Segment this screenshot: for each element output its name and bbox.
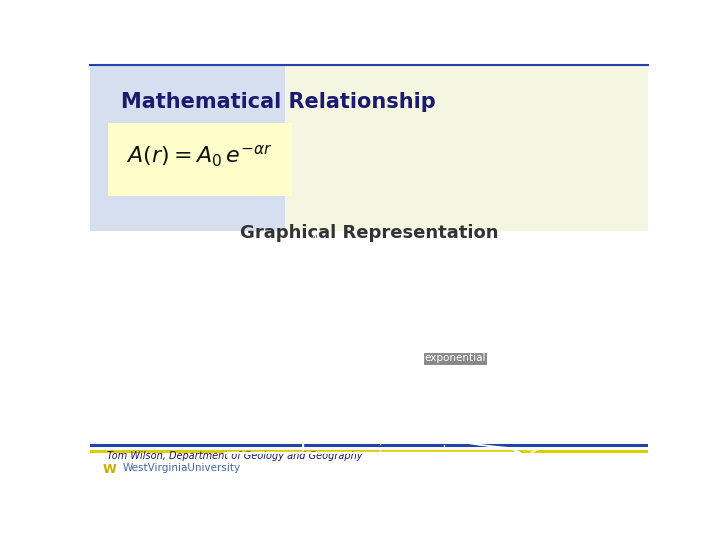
Text: r: r [529, 448, 535, 462]
Text: amplitude: amplitude [178, 313, 215, 363]
Text: $A_0$: $A_0$ [265, 277, 281, 292]
Text: W: W [102, 463, 116, 476]
Text: A: A [309, 234, 319, 248]
Text: distance: distance [444, 468, 488, 478]
Text: $A(r) = A_0\,e^{-\alpha r}$: $A(r) = A_0\,e^{-\alpha r}$ [126, 143, 273, 169]
Text: Graphical Representation: Graphical Representation [240, 224, 498, 242]
Text: $A_{r_1}$: $A_{r_1}$ [386, 402, 402, 417]
Text: $A_{r_1}$: $A_{r_1}$ [255, 334, 271, 349]
Text: $A_{r_1}$: $A_{r_1}$ [346, 256, 361, 272]
Text: Tom Wilson, Department of Geology and Geography: Tom Wilson, Department of Geology and Ge… [107, 451, 362, 461]
Text: traveled: traveled [449, 485, 491, 496]
Text: $e^{-\alpha r}$: $e^{-\alpha r}$ [396, 307, 423, 321]
Text: $r_2$: $r_2$ [438, 462, 449, 475]
Text: WestVirginiaUniversity: WestVirginiaUniversity [122, 463, 240, 474]
FancyBboxPatch shape [108, 123, 292, 196]
Text: Wave: Wave [182, 299, 206, 328]
Polygon shape [285, 65, 648, 231]
Text: $A_{r_2}$: $A_{r_2}$ [255, 387, 271, 402]
Text: $r_1$: $r_1$ [372, 462, 382, 475]
Text: Mathematical Relationship: Mathematical Relationship [121, 92, 436, 112]
Text: Wavelet: Wavelet [364, 247, 409, 257]
Text: decay: decay [438, 371, 469, 381]
Text: exponential: exponential [424, 354, 485, 363]
FancyBboxPatch shape [90, 65, 648, 231]
Text: process: process [432, 387, 472, 396]
